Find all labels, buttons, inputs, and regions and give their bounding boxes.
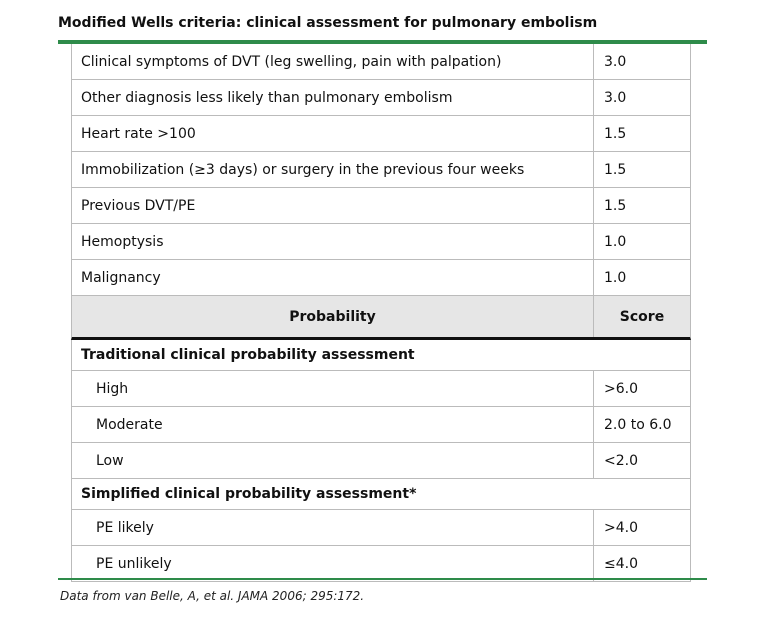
probability-label: Low [72, 443, 594, 478]
criteria-points: 3.0 [604, 53, 627, 70]
probability-label: PE likely [72, 510, 594, 545]
bottom-rule [58, 578, 707, 580]
score-column-header: Score [619, 308, 665, 325]
source-footnote: Data from van Belle, A, et al. JAMA 2006… [60, 589, 365, 603]
top-rule [58, 40, 707, 44]
criteria-label: Previous DVT/PE [72, 188, 594, 223]
criteria-label: Hemoptysis [72, 224, 594, 259]
section-heading-row: Traditional clinical probability assessm… [71, 340, 691, 371]
criteria-label: Malignancy [72, 260, 594, 295]
simplified-section-heading: Simplified clinical probability assessme… [81, 486, 417, 502]
probability-label: High [72, 371, 594, 406]
criteria-points: 1.5 [604, 125, 627, 142]
criteria-row: Clinical symptoms of DVT (leg swelling, … [71, 44, 691, 80]
criteria-points: 1.0 [604, 233, 627, 250]
probability-header-row: Probability Score [71, 296, 691, 340]
probability-row: PE unlikely ≤4.0 [71, 546, 691, 582]
criteria-row: Other diagnosis less likely than pulmona… [71, 80, 691, 116]
probability-row: PE likely >4.0 [71, 510, 691, 546]
probability-score: >4.0 [604, 519, 638, 536]
criteria-points: 1.5 [604, 161, 627, 178]
probability-score: <2.0 [604, 452, 638, 469]
criteria-points: 1.0 [604, 269, 627, 286]
traditional-section-heading: Traditional clinical probability assessm… [81, 347, 415, 363]
criteria-row: Immobilization (≥3 days) or surgery in t… [71, 152, 691, 188]
criteria-label: Immobilization (≥3 days) or surgery in t… [72, 152, 594, 187]
criteria-label: Heart rate >100 [72, 116, 594, 151]
wells-criteria-table: Clinical symptoms of DVT (leg swelling, … [71, 44, 691, 582]
criteria-row: Hemoptysis 1.0 [71, 224, 691, 260]
section-heading-row: Simplified clinical probability assessme… [71, 479, 691, 510]
table-title: Modified Wells criteria: clinical assess… [58, 15, 598, 31]
probability-score: ≤4.0 [604, 555, 638, 572]
criteria-row: Previous DVT/PE 1.5 [71, 188, 691, 224]
probability-row: Low <2.0 [71, 443, 691, 479]
criteria-label: Clinical symptoms of DVT (leg swelling, … [72, 44, 594, 79]
probability-column-header: Probability [72, 296, 594, 337]
criteria-points: 1.5 [604, 197, 627, 214]
probability-score: 2.0 to 6.0 [604, 416, 672, 433]
probability-label: Moderate [72, 407, 594, 442]
criteria-label: Other diagnosis less likely than pulmona… [72, 80, 594, 115]
probability-row: High >6.0 [71, 371, 691, 407]
probability-row: Moderate 2.0 to 6.0 [71, 407, 691, 443]
criteria-row: Malignancy 1.0 [71, 260, 691, 296]
probability-label: PE unlikely [72, 546, 594, 581]
criteria-row: Heart rate >100 1.5 [71, 116, 691, 152]
criteria-points: 3.0 [604, 89, 627, 106]
probability-score: >6.0 [604, 380, 638, 397]
